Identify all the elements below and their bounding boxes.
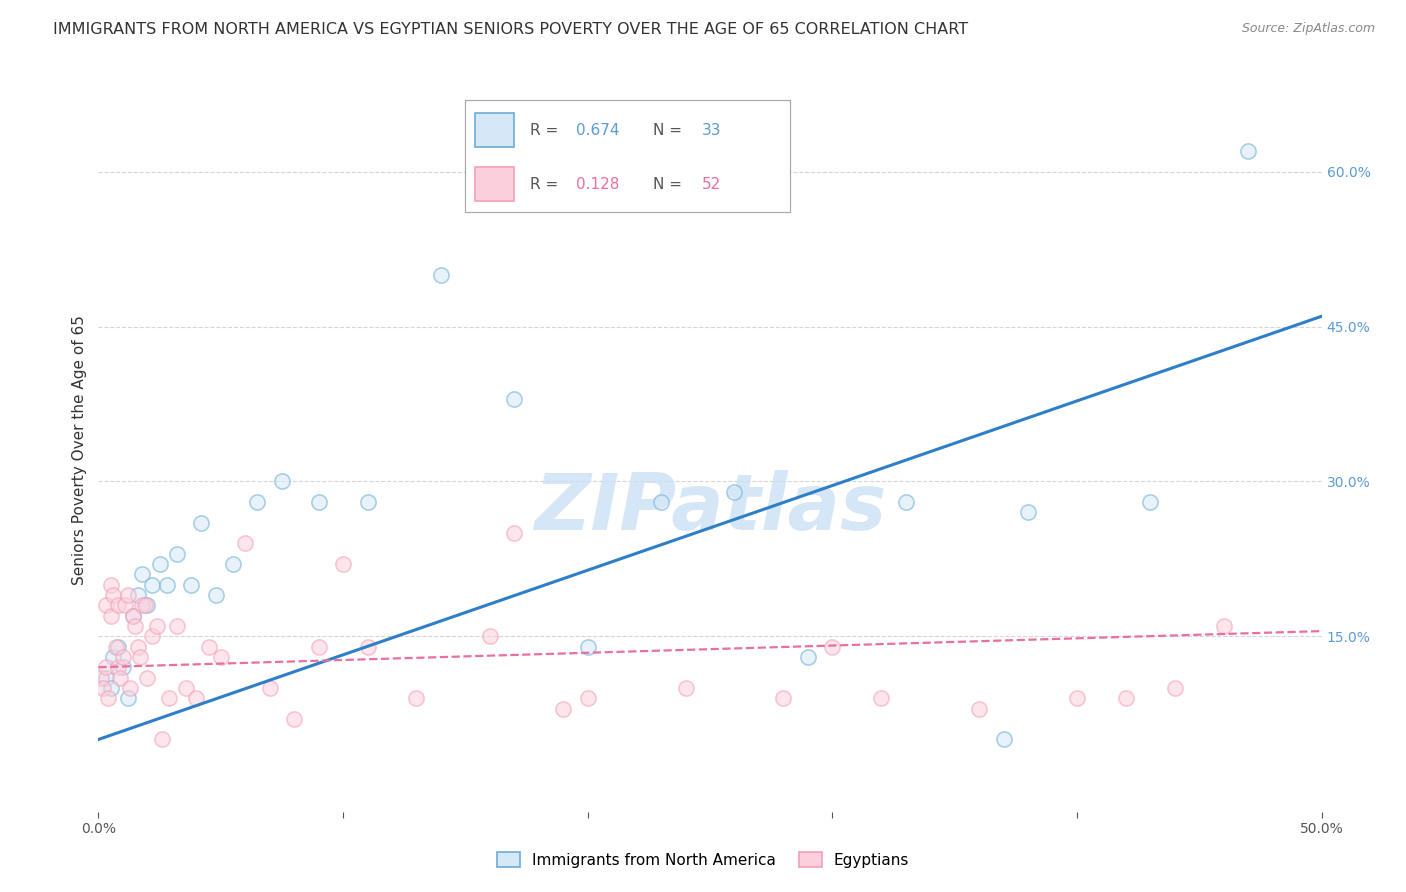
- Point: [134, 599, 156, 613]
- Point: [308, 640, 330, 654]
- Point: [129, 649, 152, 664]
- Point: [127, 588, 149, 602]
- Point: [121, 608, 143, 623]
- Point: [131, 567, 153, 582]
- Point: [967, 701, 990, 715]
- Point: [993, 732, 1015, 747]
- Point: [222, 557, 245, 571]
- Point: [111, 660, 134, 674]
- Point: [186, 691, 208, 706]
- Point: [233, 536, 256, 550]
- Point: [821, 640, 844, 654]
- Point: [356, 640, 378, 654]
- Point: [209, 649, 232, 664]
- Point: [91, 681, 114, 695]
- Point: [723, 484, 745, 499]
- Point: [117, 588, 139, 602]
- Point: [576, 691, 599, 706]
- Point: [772, 691, 794, 706]
- Point: [100, 577, 122, 591]
- Point: [156, 577, 179, 591]
- Point: [176, 681, 198, 695]
- Point: [101, 649, 124, 664]
- Point: [1164, 681, 1187, 695]
- Point: [146, 619, 169, 633]
- Point: [94, 660, 117, 674]
- Point: [246, 495, 269, 509]
- Point: [675, 681, 697, 695]
- Point: [1212, 619, 1234, 633]
- Point: [1066, 691, 1088, 706]
- Point: [121, 608, 143, 623]
- Point: [283, 712, 305, 726]
- Point: [205, 588, 228, 602]
- Point: [270, 475, 294, 489]
- Point: [124, 619, 146, 633]
- Point: [111, 649, 134, 664]
- Point: [1237, 144, 1260, 158]
- Point: [141, 629, 163, 643]
- Point: [503, 526, 526, 541]
- Point: [894, 495, 917, 509]
- Point: [107, 640, 129, 654]
- Point: [478, 629, 501, 643]
- Point: [576, 640, 599, 654]
- Point: [1115, 691, 1137, 706]
- Y-axis label: Seniors Poverty Over the Age of 65: Seniors Poverty Over the Age of 65: [72, 316, 87, 585]
- Point: [650, 495, 672, 509]
- Point: [97, 691, 120, 706]
- Point: [107, 660, 129, 674]
- Point: [1139, 495, 1161, 509]
- Point: [356, 495, 378, 509]
- Text: Source: ZipAtlas.com: Source: ZipAtlas.com: [1241, 22, 1375, 36]
- Point: [94, 671, 117, 685]
- Point: [190, 516, 212, 530]
- Point: [114, 599, 136, 613]
- Point: [104, 640, 127, 654]
- Point: [797, 649, 820, 664]
- Point: [117, 691, 139, 706]
- Point: [141, 577, 163, 591]
- Point: [166, 619, 188, 633]
- Point: [157, 691, 180, 706]
- Point: [870, 691, 893, 706]
- Point: [136, 599, 159, 613]
- Point: [94, 599, 117, 613]
- Point: [405, 691, 427, 706]
- Legend: Immigrants from North America, Egyptians: Immigrants from North America, Egyptians: [489, 845, 917, 875]
- Point: [259, 681, 281, 695]
- Point: [110, 671, 132, 685]
- Point: [100, 608, 122, 623]
- Point: [107, 599, 129, 613]
- Point: [503, 392, 526, 406]
- Point: [308, 495, 330, 509]
- Point: [100, 681, 122, 695]
- Point: [149, 557, 172, 571]
- Point: [180, 577, 202, 591]
- Text: IMMIGRANTS FROM NORTH AMERICA VS EGYPTIAN SENIORS POVERTY OVER THE AGE OF 65 COR: IMMIGRANTS FROM NORTH AMERICA VS EGYPTIA…: [53, 22, 969, 37]
- Point: [1017, 505, 1039, 519]
- Point: [90, 671, 112, 685]
- Point: [127, 640, 149, 654]
- Point: [197, 640, 219, 654]
- Point: [166, 547, 188, 561]
- Text: ZIPatlas: ZIPatlas: [534, 470, 886, 546]
- Point: [150, 732, 173, 747]
- Point: [430, 268, 453, 282]
- Point: [131, 599, 153, 613]
- Point: [120, 681, 142, 695]
- Point: [553, 701, 575, 715]
- Point: [136, 671, 159, 685]
- Point: [101, 588, 124, 602]
- Point: [332, 557, 354, 571]
